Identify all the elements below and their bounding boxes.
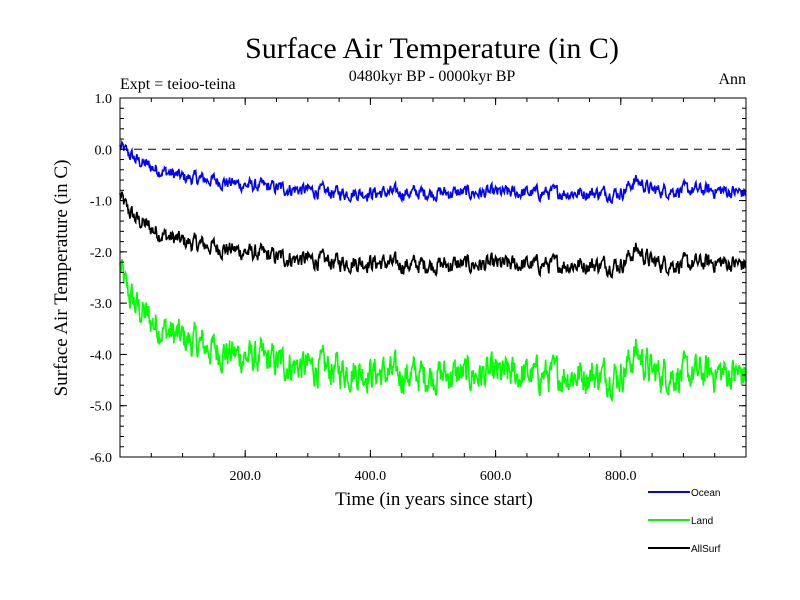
experiment-label: Expt = teioo-teina [120,76,236,93]
plot-frame [119,97,747,458]
y-tick-label: 1.0 [95,92,113,107]
y-tick-label: -1.0 [90,195,112,210]
chart-subtitle: 0480kyr BP - 0000kyr BP [349,68,516,85]
x-tick-label: 400.0 [355,469,387,484]
legend-label-allsurf: AllSurf [691,544,721,555]
x-tick-label: 800.0 [605,469,637,484]
y-tick-label: -4.0 [90,348,112,363]
y-tick-label: 0.0 [95,143,113,158]
series-line-land [119,258,747,403]
y-axis-label: Surface Air Temperature (in C) [51,160,72,397]
x-tick-label: 200.0 [229,469,261,484]
series-line-ocean [119,139,747,205]
x-tick-label: 600.0 [480,469,512,484]
ticks-layer: 1.0 0.0 -1.0 -2.0 -3.0 -4.0 -5.0 -6.0 200.0 400.0… [90,92,746,484]
x-axis-label: Time (in years since start) [335,489,533,510]
y-tick-label: -5.0 [90,400,112,415]
season-label: Ann [718,71,746,88]
y-tick-label: -2.0 [90,246,112,261]
legend: Ocean Land AllSurf [648,488,721,555]
legend-label-land: Land [691,516,713,527]
series-layer [119,139,747,403]
y-tick-label: -6.0 [90,451,112,466]
series-line-allsurf [119,191,747,279]
y-tick-label: -3.0 [90,297,112,312]
legend-label-ocean: Ocean [691,488,720,499]
chart-title: Surface Air Temperature (in C) [245,32,619,65]
